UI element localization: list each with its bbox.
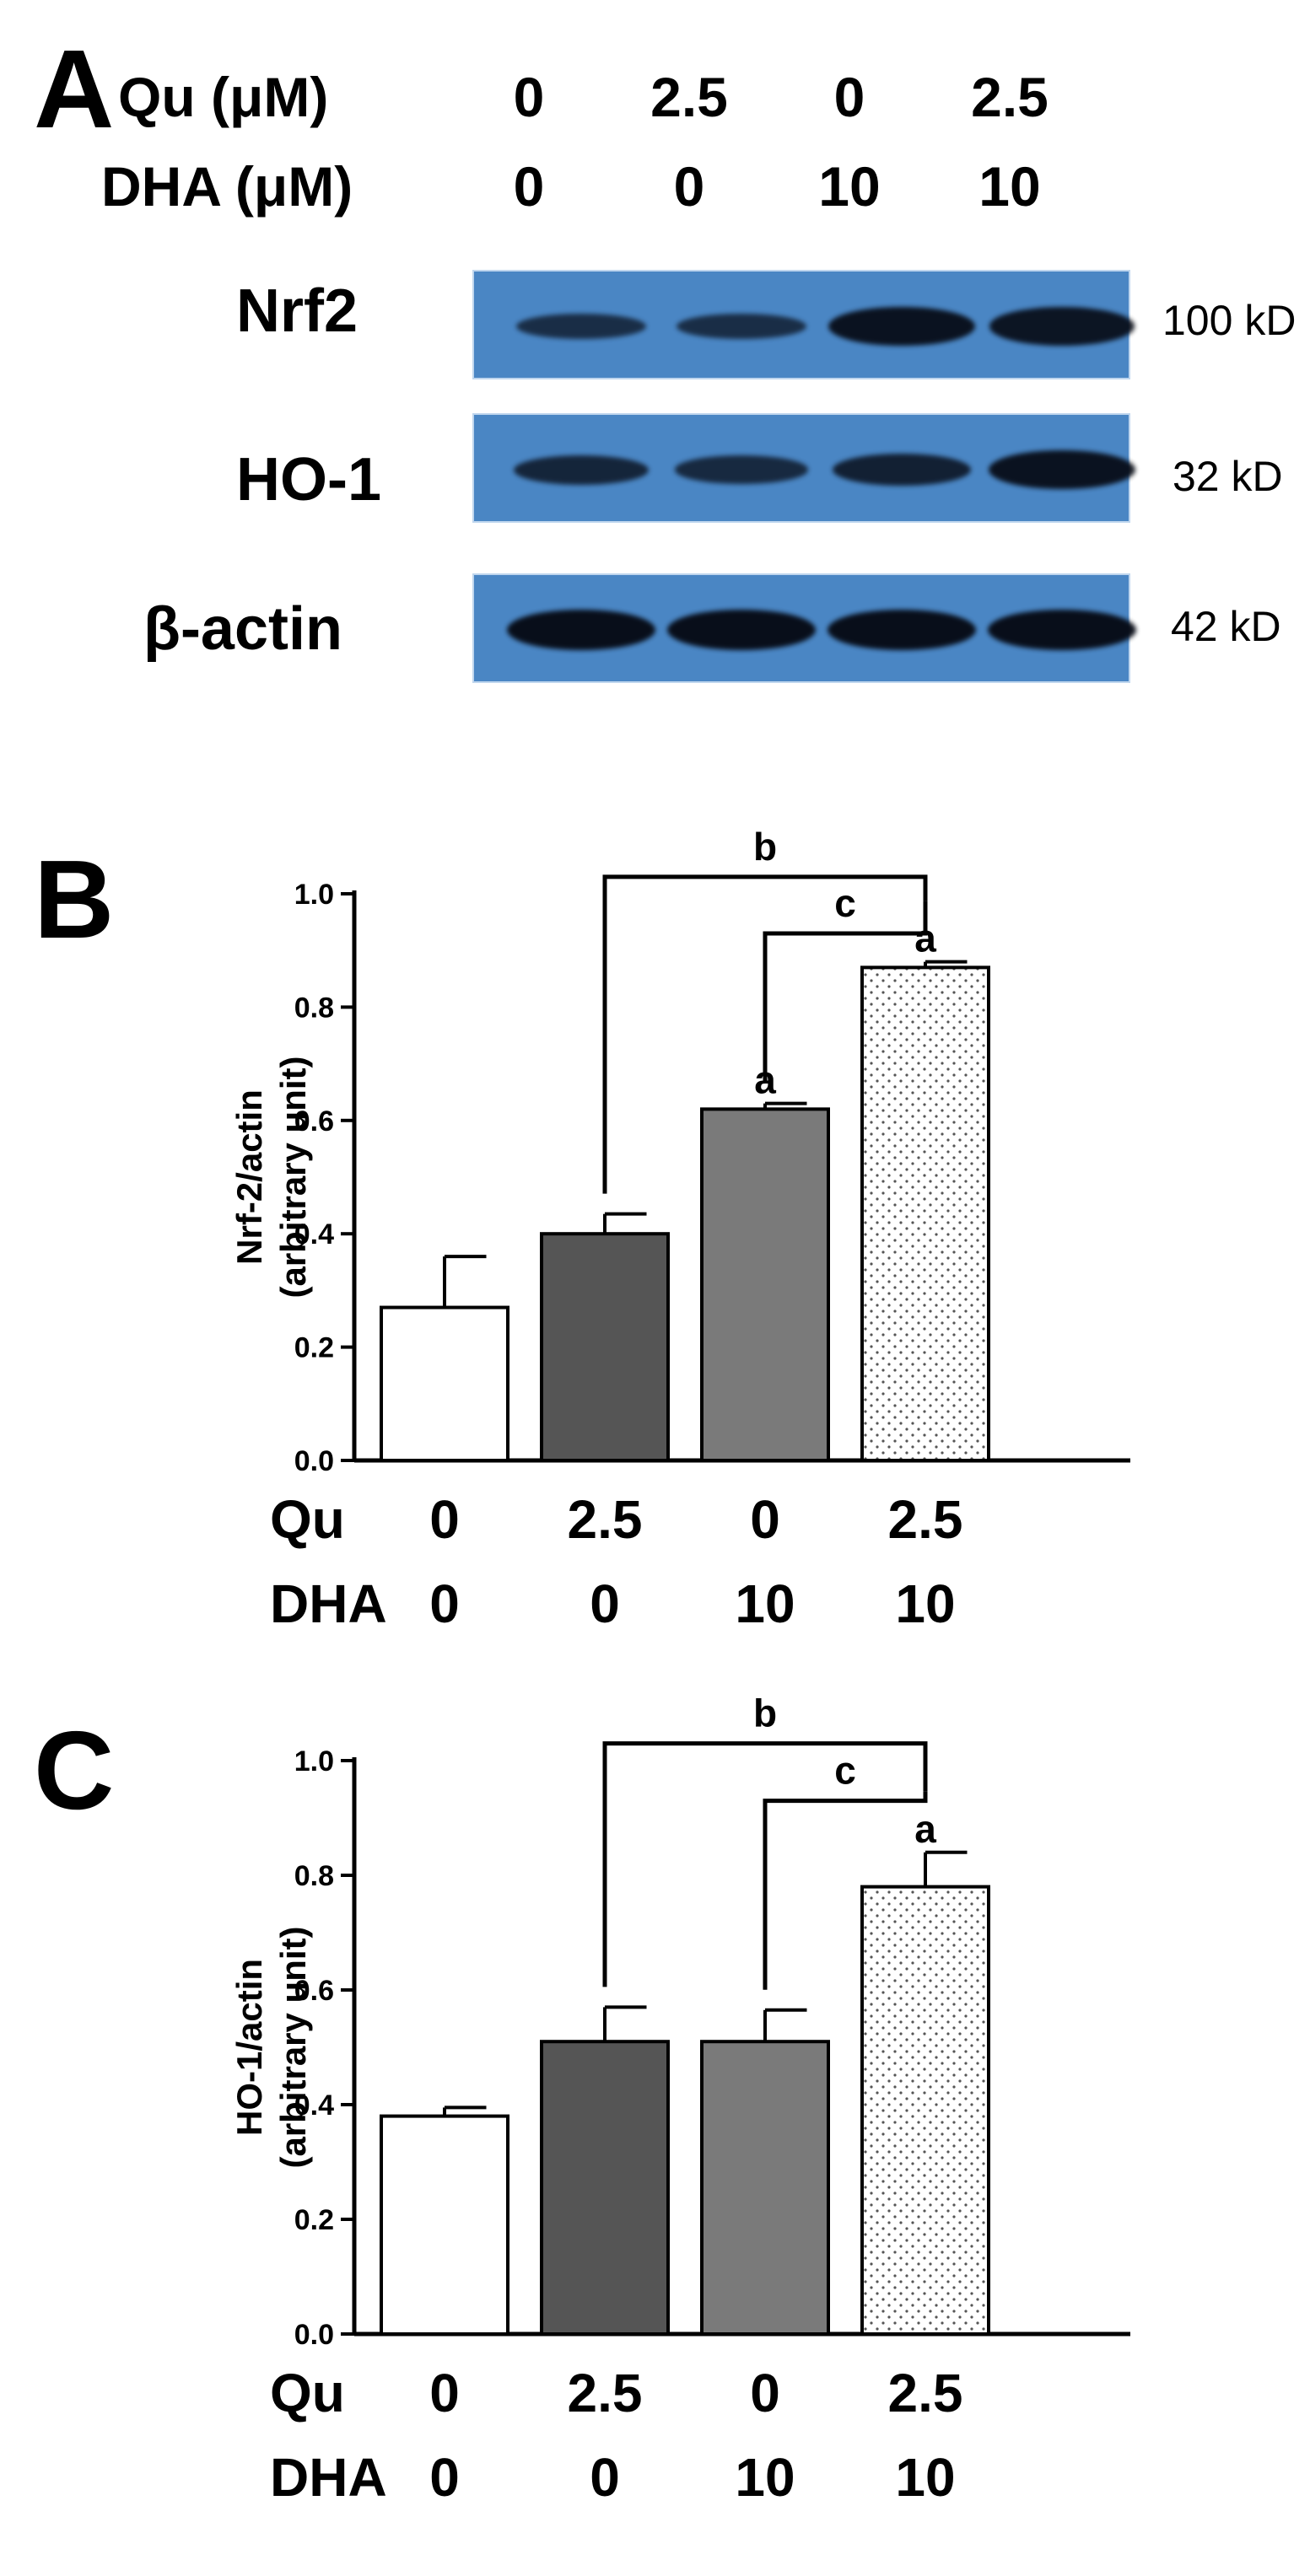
bar — [860, 965, 990, 1463]
blot-label-actin: β-actin — [143, 595, 342, 663]
blot-band — [828, 609, 976, 651]
bar — [700, 2040, 830, 2336]
actin-blot-image — [472, 573, 1136, 683]
panel-letter: C — [34, 1708, 114, 1832]
x-row-value: 0 — [429, 2447, 460, 2508]
blot-band — [514, 454, 649, 485]
y-axis-title: HO-1/actin — [229, 1959, 269, 2136]
dha-value: 10 — [978, 155, 1041, 218]
dha-row-label: DHA (μM) — [101, 155, 353, 218]
x-row-label: Qu — [270, 1489, 345, 1550]
x-row-value: 10 — [735, 1573, 795, 1634]
x-row-value: 10 — [735, 2447, 795, 2508]
x-row-label: DHA — [270, 2447, 387, 2508]
qu-value: 0 — [833, 66, 865, 128]
comparison-label: b — [753, 825, 777, 869]
ho1-size-label: 32 kD — [1173, 453, 1283, 500]
comparison-bracket — [763, 901, 928, 1084]
nrf2-size-label: 100 kD — [1162, 297, 1297, 344]
actin-size-label: 42 kD — [1171, 603, 1281, 650]
dha-value: 0 — [513, 155, 545, 218]
panel-a-letter: A — [34, 27, 115, 151]
y-tick-label: 0.8 — [294, 992, 334, 1024]
bar — [540, 2040, 670, 2336]
qu-row-label: Qu (μM) — [118, 66, 329, 128]
y-tick-label: 0.0 — [294, 1445, 334, 1477]
y-tick-label: 1.0 — [294, 879, 334, 911]
panel-letter: B — [34, 837, 114, 961]
x-row-label: DHA — [270, 1573, 387, 1634]
bar — [700, 1107, 830, 1462]
x-row-value: 0 — [750, 2363, 780, 2423]
y-tick-label: 0.4 — [294, 2089, 334, 2122]
qu-value: 2.5 — [650, 66, 728, 128]
y-tick-label: 0.2 — [294, 1332, 334, 1364]
x-row-value: 0 — [429, 1489, 460, 1550]
qu-value: 2.5 — [971, 66, 1049, 128]
blot-band — [833, 453, 971, 487]
x-row-value: 0 — [590, 1573, 620, 1634]
blot-band — [988, 609, 1136, 651]
y-tick-label: 0.4 — [294, 1218, 334, 1250]
y-tick-label: 0.2 — [294, 2204, 334, 2236]
x-row-value: 0 — [429, 1573, 460, 1634]
blot-band — [516, 314, 646, 339]
y-tick-label: 0.6 — [294, 1105, 334, 1137]
qu-value: 0 — [513, 66, 545, 128]
significance-label: a — [914, 1807, 936, 1851]
ho1-bar-chart: C HO-1/actin (arbitrary unit) 0.0 0.2 0.4 0.6 0… — [34, 1691, 1130, 2508]
y-tick-label: 0.8 — [294, 1860, 334, 1892]
blot-band — [507, 609, 655, 651]
x-row-value: 2.5 — [888, 1489, 963, 1550]
comparison-label: b — [753, 1691, 777, 1735]
nrf2-blot-image — [472, 270, 1135, 379]
x-row-value: 10 — [895, 2447, 955, 2508]
blot-band — [677, 314, 806, 339]
ho1-blot-image — [472, 413, 1135, 523]
dha-value: 10 — [818, 155, 881, 218]
y-tick-label: 0.6 — [294, 1975, 334, 2007]
bar — [860, 1885, 990, 2337]
y-axis-subtitle: (arbitrary unit) — [273, 1056, 313, 1298]
dha-value: 0 — [673, 155, 705, 218]
comparison-label: c — [834, 1749, 856, 1793]
comparison-label: c — [834, 881, 856, 925]
x-row-value: 2.5 — [568, 1489, 643, 1550]
blot-label-ho1: HO-1 — [236, 446, 382, 514]
y-axis-title: Nrf-2/actin — [229, 1089, 269, 1265]
comparison-bracket — [602, 874, 928, 1194]
bar — [380, 1305, 509, 1462]
x-row-value: 2.5 — [568, 2363, 643, 2423]
bar — [380, 2114, 509, 2336]
comparison-bracket — [763, 1791, 928, 1990]
y-tick-label: 0.0 — [294, 2319, 334, 2351]
blot-label-nrf2: Nrf2 — [236, 277, 358, 345]
blot-band — [667, 609, 816, 651]
y-axis-subtitle: (arbitrary unit) — [273, 1926, 313, 2168]
x-row-value: 0 — [750, 1489, 780, 1550]
x-row-label: Qu — [270, 2363, 345, 2423]
y-tick-label: 1.0 — [294, 1745, 334, 1777]
blot-band — [989, 307, 1135, 346]
comparison-bracket — [602, 1741, 928, 1987]
blot-band — [828, 306, 975, 347]
nrf2-bar-chart: B Nrf-2/actin (arbitrary unit) 0.0 0.2 0.4 0.6… — [34, 825, 1130, 1634]
x-row-value: 2.5 — [888, 2363, 963, 2423]
bar — [540, 1232, 670, 1462]
blot-band — [989, 449, 1135, 490]
x-row-value: 0 — [429, 2363, 460, 2423]
blot-band — [675, 455, 808, 484]
x-row-value: 10 — [895, 1573, 955, 1634]
x-row-value: 0 — [590, 2447, 620, 2508]
